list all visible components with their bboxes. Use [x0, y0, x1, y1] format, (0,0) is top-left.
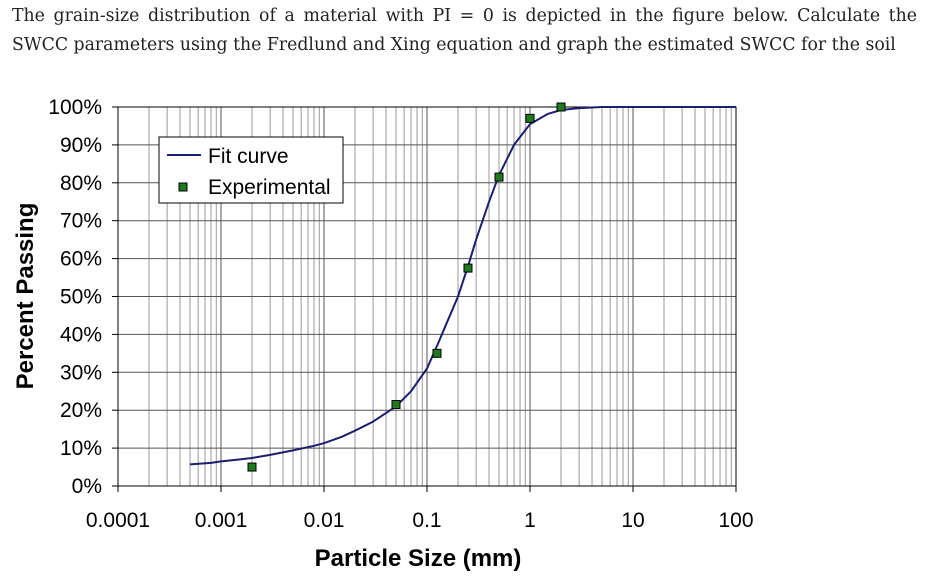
legend-experimental-label: Experimental: [208, 176, 331, 199]
legend-box: [158, 136, 344, 204]
x-tick-label: 1: [524, 509, 536, 532]
x-axis-title: Particle Size (mm): [315, 545, 522, 572]
y-tick-label: 100%: [48, 96, 102, 119]
experimental-point: [391, 400, 401, 410]
y-tick-label: 40%: [60, 323, 102, 346]
experimental-point: [247, 462, 257, 472]
legend: Fit curve Experimental: [158, 136, 344, 204]
x-tick-label: 0.0001: [86, 509, 150, 532]
series: [189, 102, 736, 472]
x-tick-label: 0.001: [195, 509, 248, 532]
y-tick-label: 80%: [60, 172, 102, 195]
experimental-point: [556, 102, 566, 112]
y-tick-label: 90%: [60, 134, 102, 157]
y-tick-label: 10%: [60, 437, 102, 460]
experimental-point: [463, 263, 473, 273]
y-tick-label: 50%: [60, 286, 102, 309]
x-tick-label: 100: [718, 509, 753, 532]
problem-statement: The grain-size distribution of a materia…: [12, 6, 917, 55]
x-tick-label: 0.01: [304, 509, 345, 532]
y-axis-title: Percent Passing: [12, 203, 39, 390]
legend-fit-curve-label: Fit curve: [208, 145, 289, 168]
legend-experimental-swatch: [178, 182, 188, 192]
experimental-point: [525, 113, 535, 123]
y-tick-label: 70%: [60, 210, 102, 233]
experimental-point: [432, 348, 442, 358]
axis-ticks: 0.0001 0.001 0.01 0.1 1 10 100 0% 10% 20% 30% 40% 50…: [48, 96, 753, 532]
y-tick-label: 20%: [60, 399, 102, 422]
y-tick-label: 0%: [72, 475, 102, 498]
x-tick-label: 0.1: [412, 509, 441, 532]
y-tick-label: 60%: [60, 248, 102, 271]
experimental-point: [494, 172, 504, 182]
x-tick-label: 10: [621, 509, 644, 532]
y-tick-label: 30%: [60, 361, 102, 384]
